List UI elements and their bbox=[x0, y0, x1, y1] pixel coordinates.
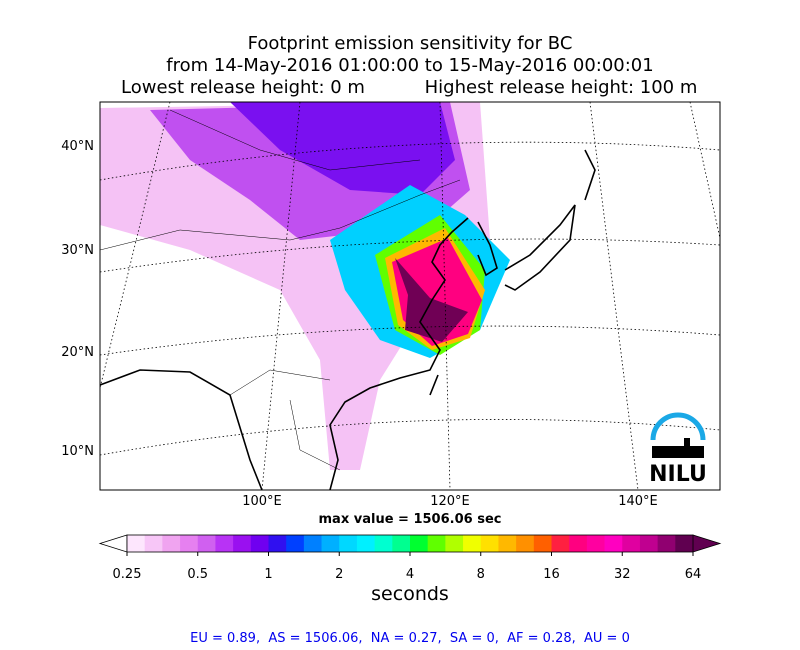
colorbar-segment bbox=[622, 535, 641, 552]
title-line: from 14-May-2016 01:00:00 to 15-May-2016… bbox=[166, 55, 653, 76]
colorbar-segment bbox=[197, 535, 216, 552]
colorbar-segment bbox=[162, 535, 181, 552]
colorbar-segment bbox=[321, 535, 340, 552]
lat-label: 30°N bbox=[61, 243, 94, 258]
colorbar-segment bbox=[639, 535, 659, 552]
colorbar-tick-label: 32 bbox=[614, 567, 631, 582]
colorbar-segment bbox=[586, 535, 605, 552]
map: NILU bbox=[100, 102, 720, 490]
colorbar-segment bbox=[569, 535, 588, 552]
colorbar-segment bbox=[339, 535, 358, 552]
lat-label: 10°N bbox=[61, 444, 94, 459]
colorbar-segment bbox=[604, 535, 623, 552]
release-highest: Highest release height: 100 m bbox=[425, 77, 698, 98]
colorbar-tick-label: 8 bbox=[477, 567, 485, 582]
lat-label: 20°N bbox=[61, 345, 94, 360]
colorbar-segment bbox=[551, 535, 570, 552]
colorbar-segment bbox=[356, 535, 376, 552]
colorbar-segment bbox=[533, 535, 552, 552]
colorbar-segment bbox=[127, 535, 146, 552]
map-frame bbox=[99, 101, 721, 491]
colorbar-tick-label: 64 bbox=[685, 567, 702, 582]
colorbar-tick-label: 16 bbox=[543, 567, 560, 582]
colorbar-segment bbox=[427, 535, 446, 552]
colorbar-segment bbox=[516, 535, 535, 552]
release-lowest: Lowest release height: 0 m bbox=[121, 77, 365, 98]
colorbar-segment bbox=[144, 535, 163, 552]
colorbar-label: seconds bbox=[371, 583, 449, 605]
colorbar-segment bbox=[250, 535, 269, 552]
logo-text: NILU bbox=[649, 462, 707, 487]
lon-label: 120°E bbox=[430, 494, 470, 509]
colorbar: 0.25 0.5 1 2 4 8 16 32 64 bbox=[98, 534, 722, 582]
colorbar-tick-label: 1 bbox=[264, 567, 272, 582]
colorbar-under bbox=[98, 534, 128, 553]
colorbar-tick-label: 2 bbox=[335, 567, 343, 582]
colorbar-segment bbox=[180, 535, 199, 552]
colorbar-segment bbox=[215, 535, 234, 552]
plume-mid2 bbox=[230, 102, 455, 195]
colorbar-segment bbox=[392, 535, 411, 552]
lat-label: 40°N bbox=[61, 139, 94, 154]
colorbar-segment bbox=[233, 535, 252, 552]
colorbar-segment bbox=[303, 535, 322, 552]
stats: EU = 0.89, AS = 1506.06, NA = 0.27, SA =… bbox=[190, 631, 630, 646]
colorbar-segment bbox=[445, 535, 464, 552]
colorbar-segment bbox=[374, 535, 393, 552]
title-line: Footprint emission sensitivity for BC bbox=[248, 33, 573, 54]
colorbar-segment bbox=[657, 535, 676, 552]
colorbar-segment bbox=[286, 535, 305, 552]
colorbar-tick-label: 4 bbox=[406, 567, 414, 582]
colorbar-segment bbox=[410, 535, 429, 552]
colorbar-over bbox=[692, 534, 722, 553]
lon-label: 100°E bbox=[242, 494, 282, 509]
lat-labels: 40°N 30°N 20°N 10°N bbox=[61, 139, 94, 459]
max-value: max value = 1506.06 sec bbox=[319, 512, 502, 527]
colorbar-segment bbox=[268, 535, 287, 552]
lon-label: 140°E bbox=[618, 494, 658, 509]
colorbar-segment bbox=[463, 535, 482, 552]
colorbar-tick-label: 0.5 bbox=[187, 567, 208, 582]
nilu-logo: NILU bbox=[649, 412, 707, 487]
colorbar-segment bbox=[675, 535, 694, 552]
colorbar-segment bbox=[480, 535, 499, 552]
colorbar-segment bbox=[498, 535, 517, 552]
colorbar-tick-label: 0.25 bbox=[113, 567, 142, 582]
